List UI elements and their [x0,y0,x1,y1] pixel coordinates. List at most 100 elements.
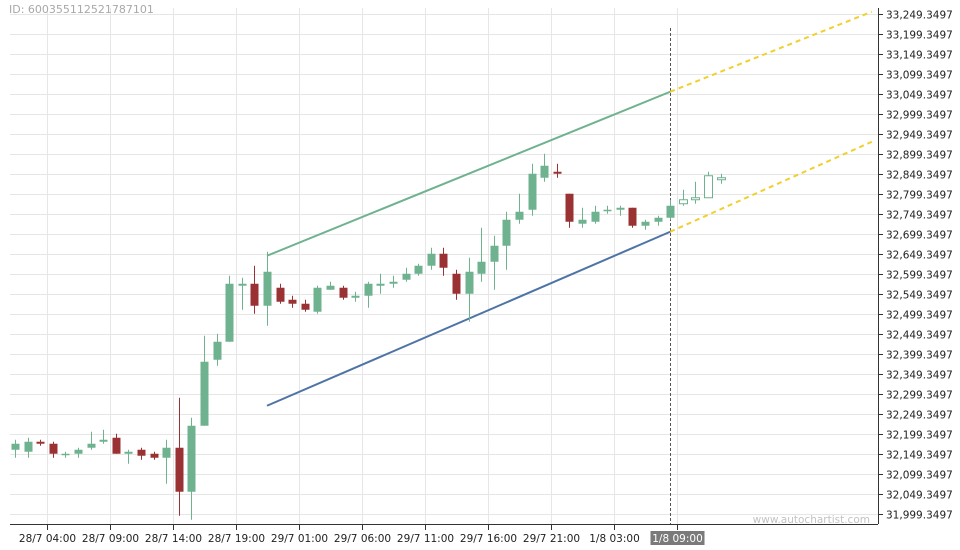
x-tick-label: 29/7 16:00 [460,533,517,545]
candle-body [238,283,247,286]
candle [225,275,234,342]
candle [187,417,196,520]
candle [414,263,423,276]
candle-body [465,271,474,294]
candle-body [515,211,524,220]
candle-body [137,449,146,456]
candle [200,335,209,426]
x-tick-label-current: 1/8 09:00 [652,533,703,545]
candle [666,199,675,220]
candle-body [376,283,385,286]
candle-body [603,209,612,212]
candle [616,205,625,216]
candle-body [74,449,83,454]
x-tick-label: 28/7 19:00 [208,533,265,545]
candle-body [452,273,461,294]
y-tick-label: 33,049.3497 [886,90,953,102]
candle [565,193,574,228]
candle-body [691,197,700,201]
y-tick-label: 32,549.3497 [886,290,953,302]
candle-body [61,453,70,456]
candle [490,235,499,290]
candle [717,173,726,184]
candle [351,291,360,302]
y-tick-label: 32,799.3497 [886,190,953,202]
candle-body [351,295,360,298]
candle-body [679,199,688,205]
candle-body [704,175,713,199]
candle [263,251,272,326]
candle [427,247,436,270]
candle [628,207,637,228]
candle [250,265,259,314]
candle-body [112,437,121,454]
candle-body [187,425,196,492]
candle [691,181,700,204]
candle [87,431,96,450]
y-tick-label: 32,449.3497 [886,330,953,342]
y-tick-label: 32,349.3497 [886,370,953,382]
candle-body [213,341,222,360]
candle-body [628,207,637,226]
candle [313,285,322,314]
x-tick-label: 28/7 09:00 [82,533,139,545]
candle-body [49,443,58,454]
x-tick-label: 29/7 06:00 [334,533,391,545]
candle-body [162,447,171,458]
candle [402,267,411,282]
candle-body [326,285,335,290]
candle-body [124,451,133,454]
candle-body [565,193,574,222]
candle [515,193,524,224]
x-tick-label: 28/7 04:00 [19,533,76,545]
candle [477,227,486,282]
candle [112,433,121,454]
candle-body [528,173,537,210]
candle-body [389,281,398,284]
candle-body [11,443,20,450]
candle [641,219,650,230]
x-tick-label: 29/7 11:00 [397,533,454,545]
candle [24,437,33,458]
candle [99,429,108,444]
candle [36,439,45,446]
y-tick-label: 32,749.3497 [886,210,953,222]
candle-body [99,439,108,442]
candle [11,439,20,458]
candle-body [263,271,272,306]
candle [679,189,688,206]
x-tick-label: 28/7 14:00 [145,533,202,545]
y-tick-label: 32,899.3497 [886,150,953,162]
candle [49,441,58,458]
y-tick-label: 33,199.3497 [886,30,953,42]
candle [137,447,146,460]
current-time-badge [650,531,705,545]
candle [591,205,600,224]
chart-id-label: ID: 600355112521787101 [9,3,154,16]
candle-body [200,361,209,426]
candle-body [276,287,285,302]
candle-body [553,171,562,174]
candle [276,283,285,304]
candle-body [301,303,310,310]
candle [74,447,83,458]
y-tick-label: 32,949.3497 [886,130,953,142]
y-tick-label: 32,149.3497 [886,450,953,462]
y-tick-label: 32,299.3497 [886,390,953,402]
candle-body [502,219,511,246]
candle-body [414,265,423,274]
candle-body [578,219,587,224]
candle-body [591,211,600,222]
y-tick-label: 32,699.3497 [886,230,953,242]
candle [654,215,663,226]
channel-upper-projection [669,10,873,93]
candle-body [666,205,675,218]
y-tick-label: 33,099.3497 [886,70,953,82]
candle [326,281,335,290]
candle-body [339,287,348,298]
y-tick-label: 32,199.3497 [886,430,953,442]
candle [553,163,562,178]
candle-body [288,299,297,304]
y-tick-label: 33,249.3497 [886,10,953,22]
